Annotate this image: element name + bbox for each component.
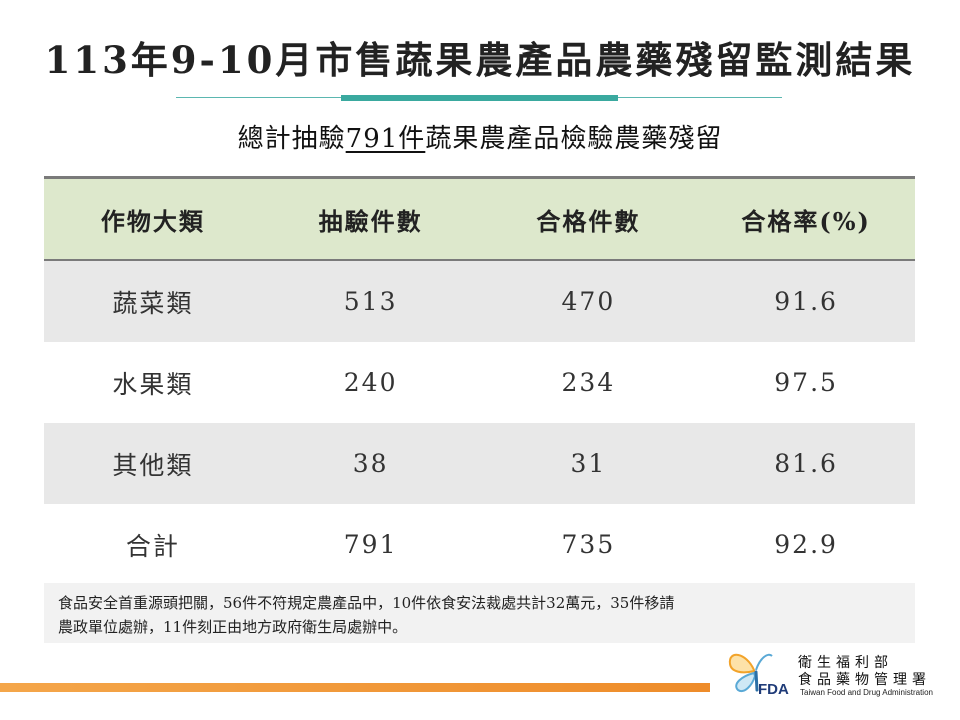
footnote-line: 農政單位處辦，11件刻正由地方政府衛生局處辦中。 (58, 618, 408, 636)
row-sampled: 240 (343, 368, 398, 397)
subtitle: 總計抽驗791件蔬果農產品檢驗農藥殘留 (0, 118, 960, 155)
table-header-row: 作物大類 抽驗件數 合格件數 合格率(%) (44, 176, 915, 261)
row-category: 水果類 (112, 369, 194, 399)
row-passed: 31 (479, 423, 698, 504)
results-table: 作物大類 抽驗件數 合格件數 合格率(%) 蔬菜類 513 470 91.6 水… (44, 176, 915, 587)
row-category: 蔬菜類 (44, 260, 262, 342)
row-sampled: 791 (261, 504, 480, 587)
row-rate: 97.5 (774, 368, 838, 397)
logo-text: FDA (758, 681, 789, 698)
row-rate: 92.9 (697, 504, 915, 587)
subtitle-highlight: 791件 (345, 124, 426, 154)
row-rate: 81.6 (697, 423, 915, 504)
subtitle-suffix: 蔬果農產品檢驗農藥殘留 (425, 124, 723, 154)
row-passed: 735 (479, 504, 698, 587)
footnote-box: 食品安全首重源頭把關，56件不符規定農產品中，10件依食安法裁處共計32萬元，3… (44, 583, 915, 643)
row-sampled: 38 (261, 423, 480, 504)
table-row: 其他類 38 31 81.6 (44, 423, 915, 504)
header-pass-rate: 合格率(%) (697, 176, 915, 261)
title-divider-accent (341, 95, 618, 101)
org-name-agency: 食品藥物管理署 (798, 672, 931, 688)
page-title: 113年9-10月市售蔬果農產品農藥殘留監測結果 (44, 38, 916, 82)
row-passed: 470 (479, 260, 698, 342)
subtitle-prefix: 總計抽驗 (237, 124, 346, 154)
row-category: 合計 (44, 504, 262, 587)
footnote-line: 食品安全首重源頭把關，56件不符規定農產品中，10件依食安法裁處共計32萬元，3… (58, 594, 675, 612)
row-passed: 234 (561, 368, 616, 397)
row-category: 其他類 (44, 423, 262, 504)
org-name-ministry: 衛生福利部 (798, 655, 893, 671)
org-name-english: Taiwan Food and Drug Administration (800, 688, 933, 697)
header-crop-category: 作物大類 (44, 176, 262, 261)
footer-accent-bar (0, 683, 710, 692)
butterfly-logo-icon: FDA (728, 653, 789, 698)
header-passed-count: 合格件數 (479, 176, 698, 261)
table-row: 蔬菜類 513 470 91.6 (44, 260, 915, 342)
row-rate: 91.6 (697, 260, 915, 342)
header-sampled-count: 抽驗件數 (261, 176, 480, 261)
table-total-row: 合計 791 735 92.9 (44, 504, 915, 587)
row-sampled: 513 (261, 260, 480, 342)
table-row: 水果類 240 234 97.5 (44, 342, 915, 423)
